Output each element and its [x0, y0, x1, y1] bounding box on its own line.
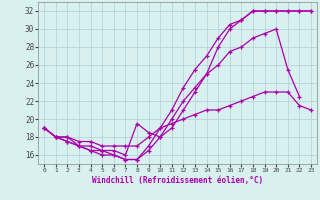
X-axis label: Windchill (Refroidissement éolien,°C): Windchill (Refroidissement éolien,°C): [92, 176, 263, 185]
